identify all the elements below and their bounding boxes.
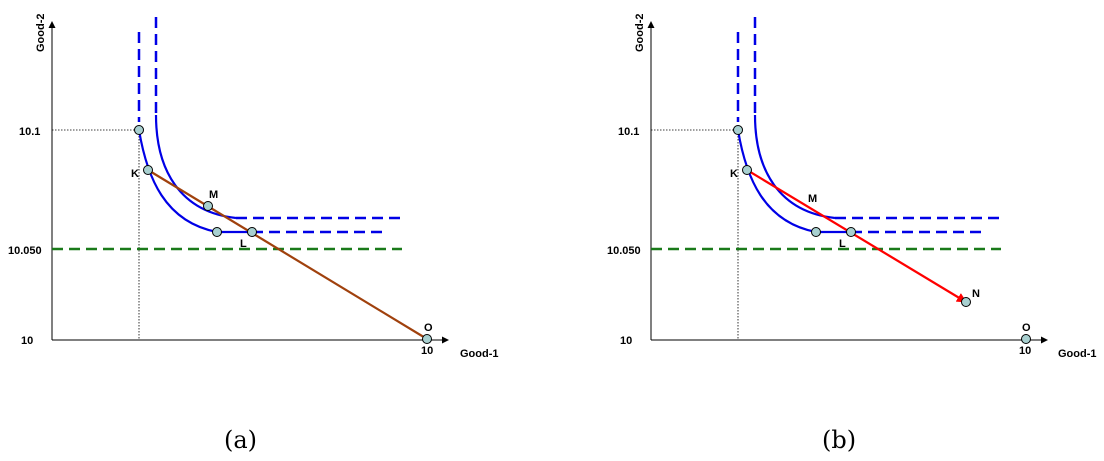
label-K: K — [131, 168, 139, 180]
point-K — [742, 165, 752, 175]
curve-2 — [753, 114, 836, 220]
label-N: N — [972, 288, 980, 300]
point-inner-corner — [811, 227, 821, 237]
panel-b: Good-2 Good-1 10.1 10.050 10 10 K M L N … — [607, 14, 1097, 455]
y-axis-label: Good-2 — [634, 14, 646, 53]
point-L — [247, 227, 257, 237]
y-tick-10: 10 — [620, 335, 632, 347]
caption: (a) — [224, 426, 257, 454]
curve-1 — [137, 129, 218, 234]
point-top — [733, 125, 743, 135]
label-O: O — [424, 322, 433, 334]
x-axis-label: Good-1 — [1058, 348, 1097, 360]
label-M: M — [808, 193, 817, 205]
point-K — [143, 165, 153, 175]
caption: (b) — [822, 426, 856, 454]
arrow-K-N — [746, 169, 967, 303]
label-L: L — [839, 238, 846, 250]
panel-a: Good-2 Good-1 10.1 10.050 10 10 K M — [8, 14, 499, 455]
point-M — [203, 201, 213, 211]
y-tick-10-1: 10.1 — [618, 126, 639, 138]
x-tick-10: 10 — [421, 345, 433, 357]
y-tick-10-050: 10.050 — [8, 245, 42, 257]
label-M: M — [209, 189, 218, 201]
point-top — [134, 125, 144, 135]
y-tick-10-1: 10.1 — [19, 126, 40, 138]
point-L — [846, 227, 856, 237]
label-K: K — [730, 168, 738, 180]
y-tick-10: 10 — [21, 335, 33, 347]
label-O: O — [1022, 322, 1031, 334]
y-tick-10-050: 10.050 — [607, 245, 641, 257]
point-O — [422, 334, 432, 344]
y-axis-label: Good-2 — [35, 14, 47, 53]
x-axis-label: Good-1 — [460, 348, 499, 360]
point-O — [1021, 334, 1031, 344]
label-L: L — [240, 238, 247, 250]
point-N — [961, 297, 971, 307]
x-tick-10: 10 — [1019, 345, 1031, 357]
point-inner-corner — [212, 227, 222, 237]
curve-1 — [736, 129, 817, 234]
curve-2 — [154, 114, 237, 220]
segment-K-O — [147, 169, 428, 340]
